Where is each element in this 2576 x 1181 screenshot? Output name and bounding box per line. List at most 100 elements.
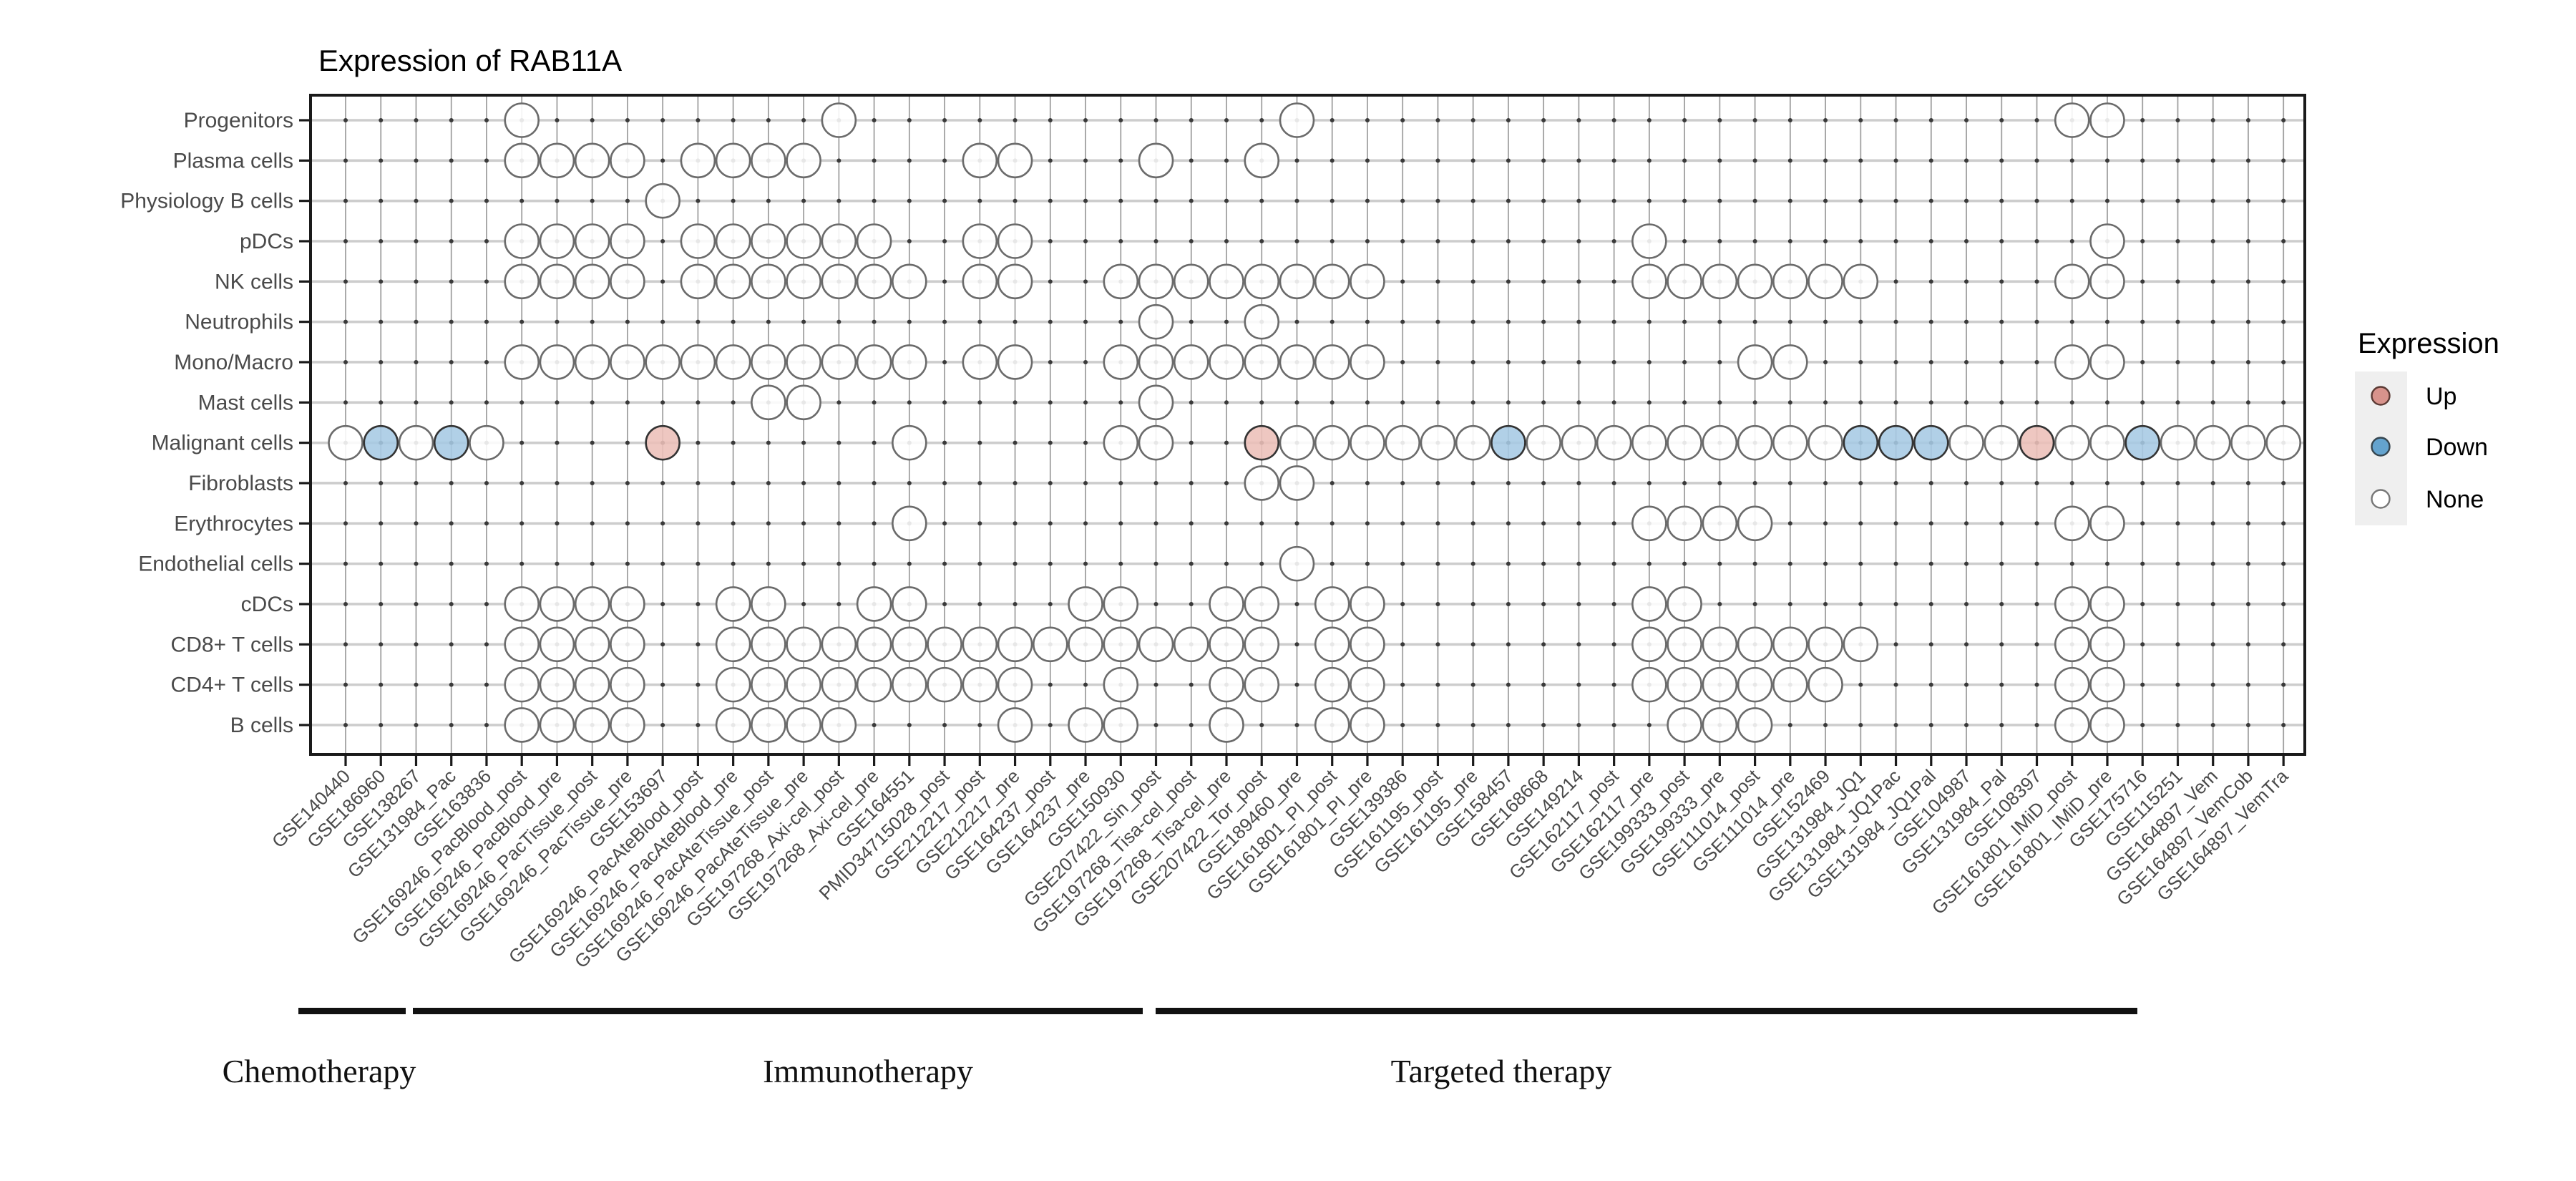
expression-dot-none: [539, 586, 575, 622]
grid-intersection-dot: [766, 521, 771, 526]
grid-intersection-dot: [907, 238, 912, 243]
grid-intersection-dot: [766, 561, 771, 566]
grid-intersection-dot: [1118, 158, 1123, 163]
expression-dot-none: [2089, 666, 2125, 703]
expression-dot-none: [1455, 424, 1491, 461]
grid-intersection-dot: [942, 722, 947, 727]
expression-dot-none: [786, 626, 821, 663]
expression-dot-none: [962, 142, 998, 179]
grid-intersection-dot: [1506, 722, 1511, 727]
grid-intersection-dot: [1576, 642, 1581, 647]
grid-intersection-dot: [449, 279, 454, 284]
grid-intersection-dot: [1964, 682, 1969, 687]
grid-intersection-dot: [696, 480, 701, 485]
grid-intersection-dot: [2105, 198, 2109, 203]
grid-intersection-dot: [2245, 158, 2250, 163]
grid-intersection-dot: [484, 601, 489, 606]
grid-intersection-dot: [1435, 480, 1440, 485]
grid-intersection-dot: [660, 158, 665, 163]
expression-dot-none: [1667, 707, 1702, 743]
grid-intersection-dot: [1611, 601, 1616, 606]
expression-dot-none: [786, 223, 821, 259]
group-label-immunotherapy: Immunotherapy: [763, 1053, 973, 1089]
expression-dot-none: [1209, 666, 1244, 703]
expression-dot-none: [2054, 102, 2090, 138]
grid-intersection-dot: [484, 198, 489, 203]
grid-intersection-dot: [1928, 480, 1933, 485]
grid-intersection-dot: [1893, 480, 1898, 485]
expression-dot-none: [610, 666, 645, 703]
group-label-chemotherapy: Chemotherapy: [223, 1053, 416, 1089]
y-axis-label: NK cells: [215, 270, 293, 293]
grid-intersection-dot: [1541, 601, 1546, 606]
grid-intersection-dot: [801, 319, 806, 324]
grid-intersection-dot: [484, 238, 489, 243]
grid-intersection-dot: [379, 642, 384, 647]
grid-intersection-dot: [977, 521, 982, 526]
expression-dot-none: [504, 223, 540, 259]
grid-intersection-dot: [660, 279, 665, 284]
grid-intersection-dot: [2210, 359, 2215, 364]
grid-intersection-dot: [449, 480, 454, 485]
grid-intersection-dot: [942, 480, 947, 485]
grid-intersection-dot: [907, 722, 912, 727]
grid-intersection-dot: [2210, 521, 2215, 526]
grid-intersection-dot: [1717, 198, 1722, 203]
expression-dot-none: [1033, 626, 1068, 663]
grid-intersection-dot: [1435, 238, 1440, 243]
grid-intersection-dot: [2175, 238, 2180, 243]
grid-intersection-dot: [1224, 400, 1229, 405]
grid-intersection-dot: [1893, 158, 1898, 163]
grid-intersection-dot: [1153, 521, 1158, 526]
expression-dot-none: [574, 707, 610, 743]
grid-intersection-dot: [2034, 601, 2039, 606]
grid-intersection-dot: [1083, 521, 1088, 526]
y-axis-label: Fibroblasts: [188, 472, 293, 495]
grid-intersection-dot: [1435, 279, 1440, 284]
expression-dot-none: [574, 142, 610, 179]
y-axis-label: CD4+ T cells: [171, 674, 293, 697]
grid-intersection-dot: [1823, 158, 1828, 163]
plot-border: [309, 94, 2306, 756]
expression-dot-down: [2124, 424, 2161, 461]
grid-intersection-dot: [1541, 561, 1546, 566]
grid-intersection-dot: [1787, 400, 1792, 405]
grid-intersection-dot: [2069, 198, 2074, 203]
grid-intersection-dot: [555, 440, 560, 445]
grid-intersection-dot: [1330, 400, 1335, 405]
grid-intersection-dot: [343, 642, 348, 647]
grid-intersection-dot: [2281, 319, 2286, 324]
grid-intersection-dot: [1893, 238, 1898, 243]
expression-dot-none: [2054, 505, 2090, 542]
grid-intersection-dot: [942, 521, 947, 526]
grid-intersection-dot: [1400, 682, 1405, 687]
group-label-targeted-therapy: Targeted therapy: [1391, 1053, 1612, 1089]
expression-dot-none: [1138, 303, 1174, 340]
grid-intersection-dot: [1365, 480, 1370, 485]
grid-intersection-dot: [379, 319, 384, 324]
grid-intersection-dot: [519, 440, 525, 445]
expression-dot-none: [680, 344, 716, 380]
expression-dot-none: [962, 344, 998, 380]
expression-dot-none: [1244, 465, 1280, 501]
grid-intersection-dot: [1823, 400, 1828, 405]
expression-dot-none: [645, 344, 680, 380]
grid-intersection-dot: [1682, 198, 1687, 203]
therapy-group-bars: [298, 1008, 2137, 1014]
grid-intersection-dot: [1400, 521, 1405, 526]
grid-intersection-dot: [660, 521, 665, 526]
expression-dot-none: [856, 666, 892, 703]
grid-intersection-dot: [1611, 279, 1616, 284]
expression-dot-none: [539, 142, 575, 179]
expression-dot-none: [1068, 586, 1103, 622]
grid-intersection-dot: [731, 561, 736, 566]
grid-intersection-dot: [1470, 198, 1475, 203]
grid-intersection-dot: [2034, 279, 2039, 284]
grid-intersection-dot: [379, 359, 384, 364]
expression-dot-none: [1702, 666, 1738, 703]
grid-intersection-dot: [1541, 480, 1546, 485]
grid-intersection-dot: [2210, 158, 2215, 163]
grid-intersection-dot: [1682, 480, 1687, 485]
grid-intersection-dot: [2245, 279, 2250, 284]
expression-dot-none: [751, 344, 786, 380]
